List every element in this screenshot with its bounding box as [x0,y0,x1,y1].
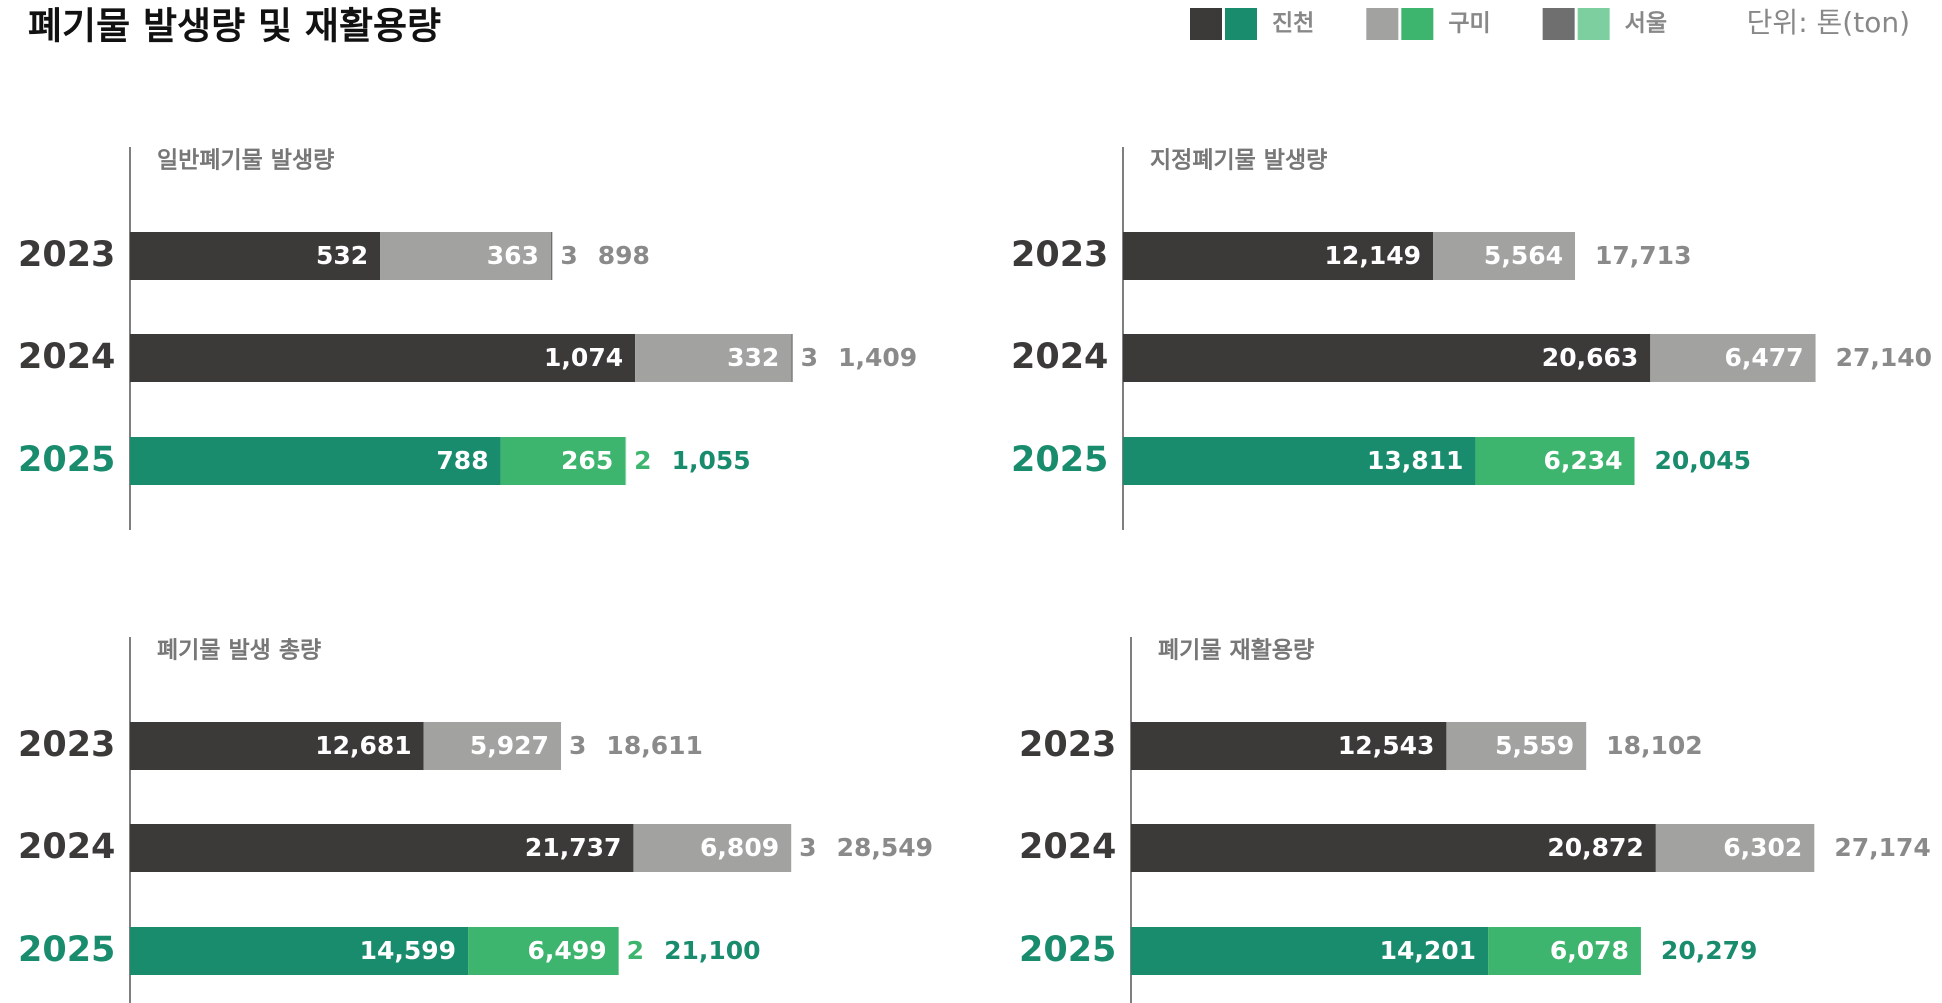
value-label: 5,564 [1484,241,1563,270]
value-label: 12,681 [315,731,411,760]
total-label: 20,279 [1661,936,1757,965]
legend-swatch [1225,8,1257,40]
year-label: 2025 [1011,440,1108,480]
bar-segment [1131,722,1447,770]
value-label: 14,201 [1380,936,1476,965]
bar-segment [1475,437,1635,485]
bar-segment [1131,824,1656,872]
total-label: 28,549 [837,833,933,862]
panel-title: 일반폐기물 발생량 [157,148,334,174]
value-label: 3 [799,833,816,862]
bar-segment [130,927,469,975]
bar-segment [130,334,636,382]
bar-segment [791,334,793,382]
total-label: 18,611 [606,731,702,760]
legend-swatch [1190,8,1222,40]
bar-segment [130,232,381,280]
year-label: 2025 [18,930,115,970]
total-label: 20,045 [1655,446,1751,475]
bar-segment [1131,927,1489,975]
bar-segment [625,437,627,485]
bar-segment [423,722,561,770]
unit-label: 단위: 톤(ton) [1747,6,1910,39]
legend-swatch [1401,8,1434,40]
legend-label: 진천 [1272,11,1314,37]
year-label: 2023 [18,235,115,275]
bar-segment [1650,334,1816,382]
total-label: 898 [598,241,650,270]
value-label: 14,599 [360,936,456,965]
legend-label: 구미 [1448,11,1490,37]
value-label: 3 [560,241,577,270]
bar-segment [130,824,634,872]
value-label: 6,477 [1724,343,1803,372]
total-label: 18,102 [1606,731,1702,760]
bar-segment [468,927,619,975]
year-label: 2024 [1019,827,1116,867]
panel-title: 지정폐기물 발생량 [1150,148,1327,174]
total-label: 27,174 [1834,833,1930,862]
bar-segment [1446,722,1587,770]
year-label: 2023 [1019,725,1116,765]
value-label: 20,663 [1542,343,1638,372]
legend-swatch [1542,8,1575,40]
value-label: 3 [801,343,818,372]
bar-segment [130,437,501,485]
page-title: 폐기물 발생량 및 재활용량 [28,5,441,48]
year-label: 2023 [1011,235,1108,275]
value-label: 1,074 [544,343,623,372]
value-label: 265 [561,446,613,475]
bar-segment [635,334,792,382]
value-label: 12,543 [1338,731,1434,760]
value-label: 5,559 [1495,731,1574,760]
year-label: 2024 [1011,337,1108,377]
total-label: 27,140 [1836,343,1932,372]
value-label: 13,811 [1367,446,1463,475]
bar-segment [130,722,424,770]
bar-segment [633,824,792,872]
value-label: 6,302 [1723,833,1802,862]
value-label: 3 [569,731,586,760]
value-label: 6,499 [528,936,607,965]
bar-segment [1123,437,1476,485]
panel-title: 폐기물 재활용량 [1158,638,1314,664]
year-label: 2025 [18,440,115,480]
bar-segment [1488,927,1641,975]
value-label: 788 [436,446,488,475]
legend-label: 서울 [1625,11,1667,37]
year-label: 2023 [18,725,115,765]
value-label: 2 [627,936,644,965]
bar-segment [1433,232,1576,280]
bar-segment [1655,824,1815,872]
value-label: 6,809 [700,833,779,862]
year-label: 2024 [18,827,115,867]
total-label: 1,409 [838,343,917,372]
value-label: 332 [727,343,779,372]
bar-segment [1123,334,1651,382]
total-label: 1,055 [672,446,751,475]
value-label: 363 [487,241,539,270]
bar-segment [500,437,626,485]
total-label: 17,713 [1595,241,1691,270]
bar-segment [550,232,553,280]
value-label: 2 [634,446,651,475]
value-label: 5,927 [470,731,549,760]
value-label: 532 [316,241,368,270]
value-label: 6,234 [1543,446,1622,475]
panel-title: 폐기물 발생 총량 [157,638,321,664]
total-label: 21,100 [664,936,760,965]
value-label: 12,149 [1325,241,1421,270]
legend-swatch [1577,8,1610,40]
value-label: 20,872 [1547,833,1643,862]
value-label: 21,737 [525,833,621,862]
value-label: 6,078 [1550,936,1629,965]
year-label: 2024 [18,337,115,377]
bar-segment [1123,232,1434,280]
year-label: 2025 [1019,930,1116,970]
legend-swatch [1366,8,1399,40]
bar-segment [380,232,551,280]
